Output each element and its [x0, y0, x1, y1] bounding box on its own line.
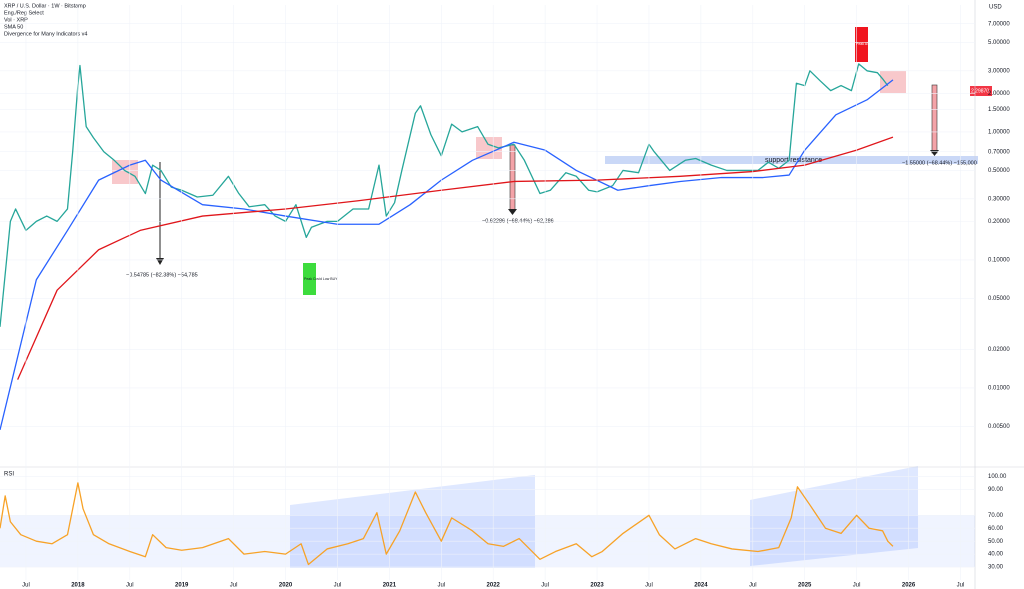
y-tick-label: 0.00500 — [988, 424, 1010, 430]
arrow-head — [930, 150, 939, 156]
x-tick-label: 2018 — [71, 583, 85, 589]
annotation: support resistance — [765, 157, 822, 164]
y-tick-label: 3.00000 — [988, 68, 1010, 74]
support-zone — [605, 156, 978, 164]
annotation: −1.55000 (−68.44%) −155,000 — [902, 160, 977, 166]
sell-box — [855, 27, 868, 62]
drop-bar — [509, 144, 516, 212]
y-tick-label: 0.20000 — [988, 219, 1010, 225]
series-line — [0, 63, 889, 327]
y-tick-label: 1.50000 — [988, 107, 1010, 113]
y-tick-label: 30.00 — [988, 565, 1004, 571]
y-tick-label: 5.00000 — [988, 40, 1010, 46]
y-tick-label: 60.00 — [988, 526, 1004, 532]
legend-line: Divergence for Many Indicators v4 — [4, 31, 87, 37]
legend-line: XRP / U.S. Dollar · 1W · Bitstamp — [4, 3, 86, 9]
x-tick-label: Jul — [853, 583, 861, 589]
last-price: 2.29870 — [971, 88, 989, 94]
y-tick-label: 100.00 — [988, 474, 1007, 480]
legend-line: Eng./Reg Select — [4, 10, 44, 16]
y-tick-label: 50.00 — [988, 539, 1004, 545]
y-tick-label: 40.00 — [988, 552, 1004, 558]
x-tick-label: Jul — [334, 583, 342, 589]
x-tick-label: 2022 — [487, 583, 501, 589]
x-tick-label: 2026 — [902, 583, 916, 589]
buy-label: Peak Covid Low BUY — [304, 277, 338, 281]
buy-box — [303, 263, 316, 295]
y-tick-label: 7.00000 — [988, 21, 1010, 27]
annotation: −0.54785 (−82.38%) −54,785 — [126, 272, 198, 278]
pane-title: RSI — [4, 472, 14, 478]
currency-label: USD — [989, 5, 1002, 11]
y-tick-label: 0.05000 — [988, 296, 1010, 302]
legend: XRP / U.S. Dollar · 1W · Bitstamp Eng./R… — [4, 3, 87, 37]
legend-line: SMA 50 — [4, 24, 23, 30]
x-tick-label: 2020 — [279, 583, 293, 589]
sell-zone — [880, 71, 906, 93]
x-tick-label: 2023 — [590, 583, 604, 589]
y-tick-label: 1.00000 — [988, 129, 1010, 135]
x-tick-label: Jul — [541, 583, 549, 589]
series-line — [0, 482, 894, 566]
x-tick-label: Jul — [437, 583, 445, 589]
x-tick-label: 2025 — [798, 583, 812, 589]
rsi-channel — [290, 475, 535, 568]
y-tick-label: 0.30000 — [988, 196, 1010, 202]
x-tick-label: Jul — [645, 583, 653, 589]
x-tick-label: 2019 — [175, 583, 189, 589]
last-price-box — [970, 86, 992, 96]
x-tick-label: Jul — [957, 583, 965, 589]
sell-zone — [476, 137, 502, 159]
x-tick-label: Jul — [22, 583, 30, 589]
y-tick-label: 0.02000 — [988, 347, 1010, 353]
y-tick-label: 0.10000 — [988, 257, 1010, 263]
sell-label: Peak ATH Reach MOM SELL — [856, 42, 902, 46]
y-tick-label: 0.70000 — [988, 149, 1010, 155]
legend-line: Vol · XRP — [4, 17, 28, 23]
y-tick-label: 2.00000 — [988, 91, 1010, 97]
series-line — [0, 79, 894, 431]
y-tick-label: 0.50000 — [988, 168, 1010, 174]
series-line — [17, 136, 894, 380]
arrow-head — [508, 209, 517, 215]
y-tick-label: 90.00 — [988, 487, 1004, 493]
plot: 0.00500 0.01000 0.02000 0.05000 0.10000 0.200… — [0, 5, 1010, 589]
drop-bar — [931, 84, 938, 154]
x-tick-label: 2021 — [383, 583, 397, 589]
x-tick-label: 2024 — [694, 583, 708, 589]
x-tick-label: Jul — [230, 583, 238, 589]
x-tick-label: Jul — [749, 583, 757, 589]
y-tick-label: 0.01000 — [988, 386, 1010, 392]
y-tick-label: 70.00 — [988, 513, 1004, 519]
arrow-head — [156, 258, 164, 265]
x-tick-label: Jul — [126, 583, 134, 589]
